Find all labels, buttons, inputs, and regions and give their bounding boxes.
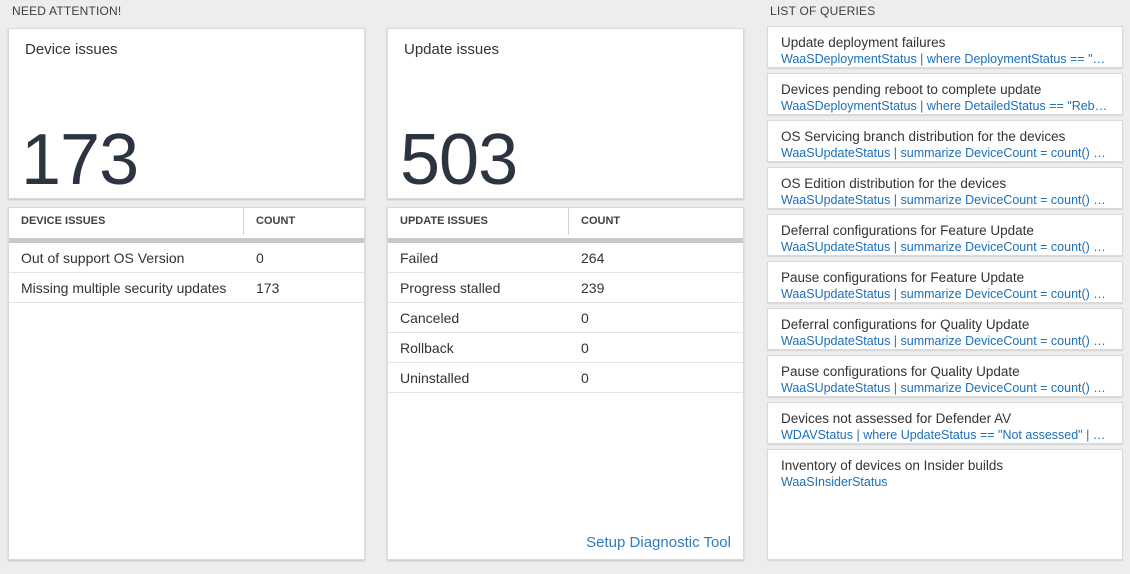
- row-label: Out of support OS Version: [21, 249, 185, 266]
- device-issues-count: 173: [21, 120, 139, 200]
- query-item[interactable]: Inventory of devices on Insider builds W…: [767, 449, 1123, 560]
- query-code: WaaSUpdateStatus | summarize DeviceCount…: [781, 240, 1109, 254]
- row-label: Rollback: [400, 339, 454, 356]
- query-title: Devices pending reboot to complete updat…: [781, 82, 1042, 97]
- row-count: 264: [581, 249, 605, 266]
- query-list: Update deployment failures WaaSDeploymen…: [767, 26, 1123, 560]
- table-row[interactable]: Canceled 0: [388, 303, 743, 333]
- device-issues-tile-title: Device issues: [25, 41, 118, 58]
- row-count: 0: [581, 339, 589, 356]
- table-row[interactable]: Out of support OS Version 0: [9, 243, 364, 273]
- query-item[interactable]: Deferral configurations for Quality Upda…: [767, 308, 1123, 350]
- update-issues-table-header: UPDATE ISSUES COUNT: [388, 208, 743, 235]
- setup-diagnostic-tool-link[interactable]: Setup Diagnostic Tool: [586, 534, 731, 551]
- column-header-count: COUNT: [581, 215, 621, 227]
- row-label: Canceled: [400, 309, 460, 326]
- query-code: WaaSDeploymentStatus | where DetailedSta…: [781, 99, 1109, 113]
- column-header-device-issues: DEVICE ISSUES: [9, 208, 244, 235]
- query-title: Deferral configurations for Quality Upda…: [781, 317, 1030, 332]
- need-attention-header: NEED ATTENTION!: [12, 4, 122, 18]
- update-issues-count: 503: [400, 120, 518, 200]
- list-of-queries-header: LIST OF QUERIES: [770, 4, 876, 18]
- query-title: OS Servicing branch distribution for the…: [781, 129, 1066, 144]
- query-title: Pause configurations for Feature Update: [781, 270, 1025, 285]
- query-code: WaaSUpdateStatus | summarize DeviceCount…: [781, 146, 1109, 160]
- query-title: Deferral configurations for Feature Upda…: [781, 223, 1034, 238]
- row-label: Uninstalled: [400, 369, 470, 386]
- column-header-update-issues: UPDATE ISSUES: [388, 208, 569, 235]
- row-count: 0: [581, 369, 589, 386]
- query-code: WaaSInsiderStatus: [781, 475, 888, 489]
- device-issues-table: DEVICE ISSUES COUNT Out of support OS Ve…: [8, 207, 365, 560]
- update-issues-tile-title: Update issues: [404, 41, 500, 58]
- query-code: WaaSUpdateStatus | summarize DeviceCount…: [781, 193, 1109, 207]
- table-row[interactable]: Missing multiple security updates 173: [9, 273, 364, 303]
- query-title: Update deployment failures: [781, 35, 946, 50]
- query-code: WaaSDeploymentStatus | where DeploymentS…: [781, 52, 1109, 66]
- row-count: 239: [581, 279, 605, 296]
- query-code: WaaSUpdateStatus | summarize DeviceCount…: [781, 287, 1109, 301]
- table-row[interactable]: Failed 264: [388, 243, 743, 273]
- grid-header-shadow: [388, 238, 743, 243]
- query-title: OS Edition distribution for the devices: [781, 176, 1007, 191]
- query-code: WDAVStatus | where UpdateStatus == "Not …: [781, 428, 1109, 442]
- update-issues-tile[interactable]: Update issues 503: [387, 28, 744, 199]
- query-item[interactable]: Pause configurations for Feature Update …: [767, 261, 1123, 303]
- row-label: Progress stalled: [400, 279, 501, 296]
- row-count: 0: [581, 309, 589, 326]
- table-row[interactable]: Progress stalled 239: [388, 273, 743, 303]
- query-item[interactable]: Devices pending reboot to complete updat…: [767, 73, 1123, 115]
- table-row[interactable]: Rollback 0: [388, 333, 743, 363]
- grid-header-shadow: [9, 238, 364, 243]
- device-issues-table-header: DEVICE ISSUES COUNT: [9, 208, 364, 235]
- row-count: 173: [256, 279, 280, 296]
- row-label: Missing multiple security updates: [21, 279, 227, 296]
- update-issues-table: UPDATE ISSUES COUNT Failed 264 Progress …: [387, 207, 744, 560]
- query-item[interactable]: Pause configurations for Quality Update …: [767, 355, 1123, 397]
- query-item[interactable]: Deferral configurations for Feature Upda…: [767, 214, 1123, 256]
- query-code: WaaSUpdateStatus | summarize DeviceCount…: [781, 334, 1109, 348]
- query-item[interactable]: OS Edition distribution for the devices …: [767, 167, 1123, 209]
- query-code: WaaSUpdateStatus | summarize DeviceCount…: [781, 381, 1109, 395]
- query-title: Pause configurations for Quality Update: [781, 364, 1020, 379]
- column-header-count: COUNT: [256, 215, 296, 227]
- table-row[interactable]: Uninstalled 0: [388, 363, 743, 393]
- row-count: 0: [256, 249, 264, 266]
- query-item[interactable]: Devices not assessed for Defender AV WDA…: [767, 402, 1123, 444]
- query-title: Devices not assessed for Defender AV: [781, 411, 1012, 426]
- query-item[interactable]: Update deployment failures WaaSDeploymen…: [767, 26, 1123, 68]
- row-label: Failed: [400, 249, 439, 266]
- query-title: Inventory of devices on Insider builds: [781, 458, 1004, 473]
- device-issues-tile[interactable]: Device issues 173: [8, 28, 365, 199]
- query-item[interactable]: OS Servicing branch distribution for the…: [767, 120, 1123, 162]
